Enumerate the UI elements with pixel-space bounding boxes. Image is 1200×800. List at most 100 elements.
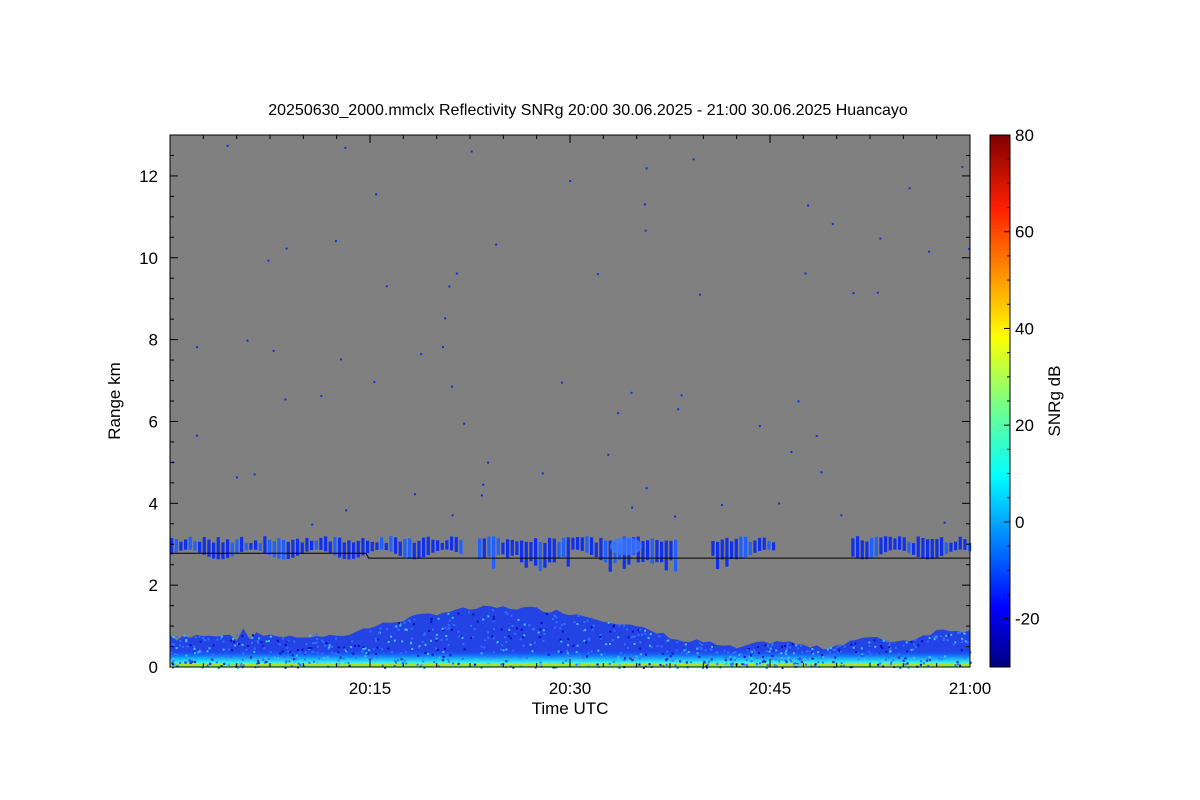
echo-speckle [666, 658, 669, 661]
colorbar-title: SNRg dB [1045, 366, 1064, 437]
echo-speckle [829, 647, 832, 650]
y-tick-label: 4 [149, 494, 158, 513]
echo-speckle [834, 648, 837, 651]
cloud-echo [394, 537, 398, 554]
echo-speckle [246, 655, 249, 658]
echo-speckle [505, 641, 508, 644]
echo-speckle [733, 659, 736, 662]
noise-dot [644, 229, 647, 232]
echo-speckle [215, 661, 218, 664]
noise-dot [235, 476, 238, 479]
echo-speckle [855, 651, 858, 654]
echo-speckle [379, 627, 382, 630]
echo-speckle [387, 647, 390, 650]
x-tick-label: 20:45 [749, 679, 792, 698]
y-tick-label: 2 [149, 576, 158, 595]
echo-speckle [312, 642, 315, 645]
echo-speckle [618, 658, 621, 661]
echo-speckle [705, 655, 708, 658]
echo-speckle [347, 661, 350, 664]
echo-speckle [885, 650, 888, 653]
echo-speckle [881, 647, 884, 650]
echo-speckle [376, 638, 379, 641]
echo-speckle [447, 612, 450, 615]
echo-speckle [637, 629, 640, 632]
cloud-echo [268, 539, 272, 556]
echo-speckle [381, 664, 384, 667]
echo-speckle [474, 658, 477, 661]
noise-dot [455, 272, 458, 275]
cloud-echo [277, 538, 281, 559]
cloud-echo [552, 538, 556, 563]
echo-speckle [879, 662, 882, 665]
echo-speckle [711, 645, 714, 648]
echo-speckle [805, 659, 808, 662]
echo-speckle [335, 637, 338, 640]
echo-speckle [969, 661, 972, 664]
colorbar-tick-label: 20 [1015, 416, 1034, 435]
echo-speckle [665, 659, 668, 662]
cloud-echo [893, 538, 897, 550]
echo-speckle [827, 655, 830, 658]
echo-speckle [305, 643, 308, 646]
echo-speckle [442, 651, 445, 654]
echo-speckle [618, 663, 621, 666]
echo-speckle [441, 659, 444, 662]
echo-speckle [492, 618, 495, 621]
echo-speckle [952, 643, 955, 646]
cloud-echo [958, 536, 962, 550]
echo-speckle [733, 656, 736, 659]
echo-speckle [648, 644, 651, 647]
echo-speckle [750, 654, 753, 657]
echo-speckle [533, 628, 536, 631]
echo-speckle [599, 634, 602, 637]
echo-speckle [957, 631, 960, 634]
echo-speckle [910, 641, 913, 644]
echo-speckle [550, 656, 553, 659]
echo-speckle [964, 640, 967, 643]
echo-speckle [753, 648, 756, 651]
echo-speckle [331, 651, 334, 654]
echo-speckle [179, 644, 182, 647]
echo-speckle [278, 643, 281, 646]
echo-speckle [437, 617, 440, 620]
echo-speckle [675, 649, 678, 652]
echo-speckle [791, 643, 794, 646]
echo-speckle [892, 658, 895, 661]
echo-speckle [328, 646, 331, 649]
echo-speckle [648, 663, 651, 666]
cloud-echo [221, 542, 225, 560]
noise-dot [797, 400, 800, 403]
echo-speckle [750, 657, 753, 660]
echo-speckle [228, 663, 231, 666]
noise-dot [927, 250, 930, 253]
echo-speckle [789, 646, 792, 649]
echo-speckle [451, 628, 454, 631]
echo-speckle [575, 663, 578, 666]
echo-speckle [418, 645, 421, 648]
echo-speckle [176, 653, 179, 656]
echo-speckle [206, 664, 209, 667]
y-axis: 0 2 4 6 8 10 12 [139, 134, 970, 677]
echo-speckle [575, 651, 578, 654]
echo-speckle [897, 653, 900, 656]
cloud-echo [664, 540, 668, 571]
cloud-echo [380, 537, 384, 550]
echo-speckle [390, 635, 393, 638]
echo-speckle [834, 660, 837, 663]
cloud-echo [879, 537, 883, 555]
echo-speckle [174, 663, 177, 666]
echo-speckle [781, 666, 784, 669]
echo-speckle [239, 665, 242, 668]
echo-speckle [811, 657, 814, 660]
echo-speckle [348, 664, 351, 667]
echo-speckle [303, 665, 306, 668]
echo-speckle [888, 642, 891, 645]
cloud-echo [725, 537, 729, 567]
echo-speckle [624, 657, 627, 660]
echo-speckle [710, 658, 713, 661]
echo-speckle [906, 662, 909, 665]
echo-speckle [287, 639, 290, 642]
echo-speckle [410, 627, 413, 630]
